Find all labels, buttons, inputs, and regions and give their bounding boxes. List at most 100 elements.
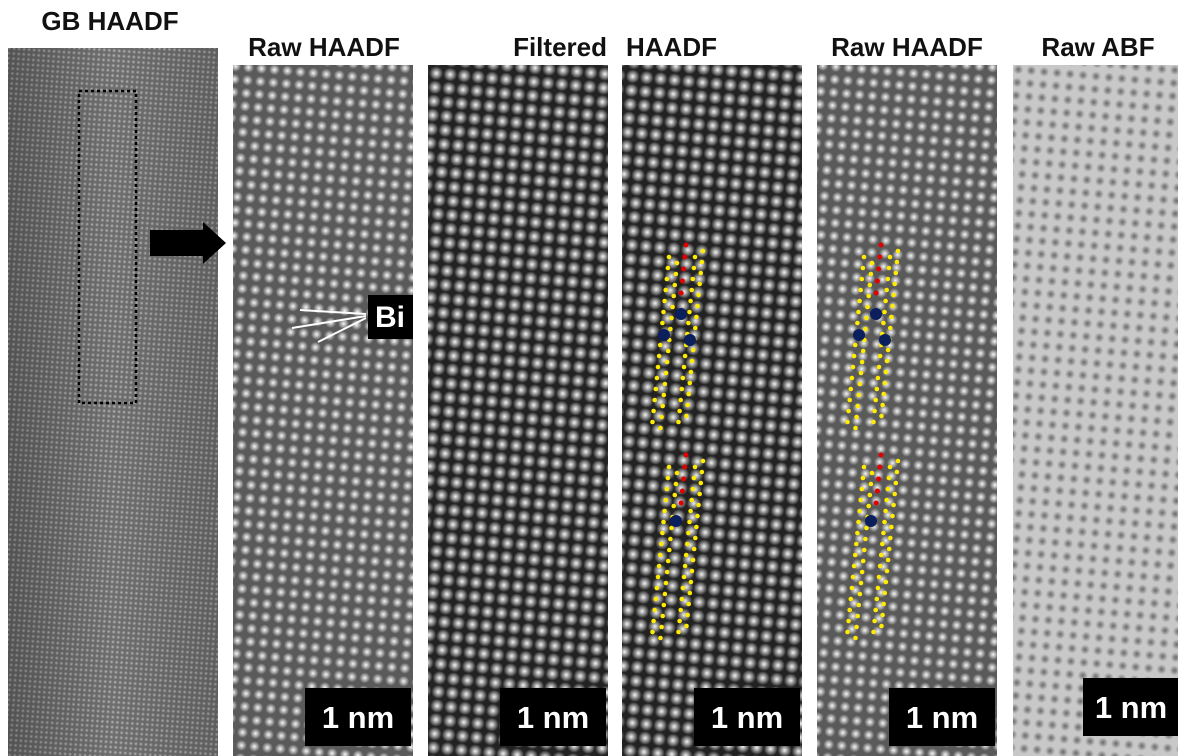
yellow-marker [855,321,860,326]
red-marker [876,267,881,272]
yellow-marker [685,542,690,547]
scale-bar: 1 nm [1095,690,1167,725]
yellow-marker [656,365,661,370]
yellow-marker [881,321,886,326]
yellow-marker [853,636,858,641]
yellow-marker [684,553,689,558]
yellow-marker [654,387,659,392]
yellow-marker [881,392,886,397]
raw-haadf-image [233,65,413,756]
yellow-marker [683,354,688,359]
raw-abf-image [1013,65,1178,756]
yellow-marker [692,547,697,552]
red-marker [879,453,884,458]
yellow-marker [858,498,863,503]
yellow-marker [862,548,867,553]
yellow-marker [658,553,663,558]
yellow-marker [685,613,690,618]
yellow-marker [846,619,851,624]
yellow-marker [886,348,891,353]
raw-haadf-image [817,65,997,756]
yellow-marker [851,575,856,580]
yellow-marker [864,316,869,321]
yellow-marker [694,315,699,320]
yellow-marker [862,255,867,260]
yellow-marker [879,553,884,558]
yellow-marker [699,271,704,276]
yellow-marker [656,575,661,580]
yellow-marker [854,415,859,420]
yellow-marker [895,260,900,265]
red-marker [876,477,881,482]
yellow-marker [849,597,854,602]
yellow-marker [659,625,664,630]
yellow-marker [884,370,889,375]
yellow-marker [660,614,665,619]
yellow-marker [662,299,667,304]
yellow-marker [853,426,858,431]
yellow-marker [878,354,883,359]
yellow-marker [871,420,876,425]
red-marker [877,255,882,260]
yellow-marker [863,327,868,332]
yellow-marker [683,564,688,569]
yellow-marker [667,465,672,470]
yellow-marker [861,476,866,481]
yellow-marker [861,266,866,271]
blue-marker [879,334,891,346]
yellow-marker [689,288,694,293]
yellow-marker [894,481,899,486]
yellow-marker [652,608,657,613]
red-marker [684,453,689,458]
red-marker [682,465,687,470]
yellow-marker [894,271,899,276]
yellow-marker [675,471,680,476]
yellow-marker [655,586,660,591]
yellow-marker [869,482,874,487]
yellow-marker [886,277,891,282]
yellow-marker [861,559,866,564]
yellow-marker [657,354,662,359]
yellow-marker [890,304,895,309]
red-marker [874,291,879,296]
yellow-marker [861,349,866,354]
yellow-marker [673,493,678,498]
yellow-marker [860,487,865,492]
panel-title: HAADF [626,32,717,62]
yellow-marker [665,487,670,492]
yellow-marker [870,261,875,266]
yellow-marker [668,537,673,542]
yellow-marker [857,393,862,398]
blue-marker [870,308,882,320]
yellow-marker [674,272,679,277]
yellow-marker [885,569,890,574]
blue-marker [658,329,670,341]
yellow-marker [857,603,862,608]
yellow-marker [668,327,673,332]
yellow-marker [671,294,676,299]
yellow-marker [680,387,685,392]
blue-marker [684,334,696,346]
yellow-marker [659,542,664,547]
yellow-marker [677,409,682,414]
yellow-marker [883,381,888,386]
yellow-marker [853,343,858,348]
yellow-marker [652,398,657,403]
yellow-marker [877,365,882,370]
yellow-marker [669,526,674,531]
yellow-marker [872,619,877,624]
yellow-marker [858,288,863,293]
yellow-marker [684,414,689,419]
yellow-marker [886,558,891,563]
red-marker [682,255,687,260]
blue-marker [853,329,865,341]
yellow-marker [868,283,873,288]
yellow-marker [697,492,702,497]
yellow-marker [854,625,859,630]
yellow-marker [657,564,662,569]
yellow-marker [873,608,878,613]
yellow-marker [888,255,893,260]
yellow-marker [875,387,880,392]
yellow-marker [687,520,692,525]
annotation: Bi [375,301,405,334]
